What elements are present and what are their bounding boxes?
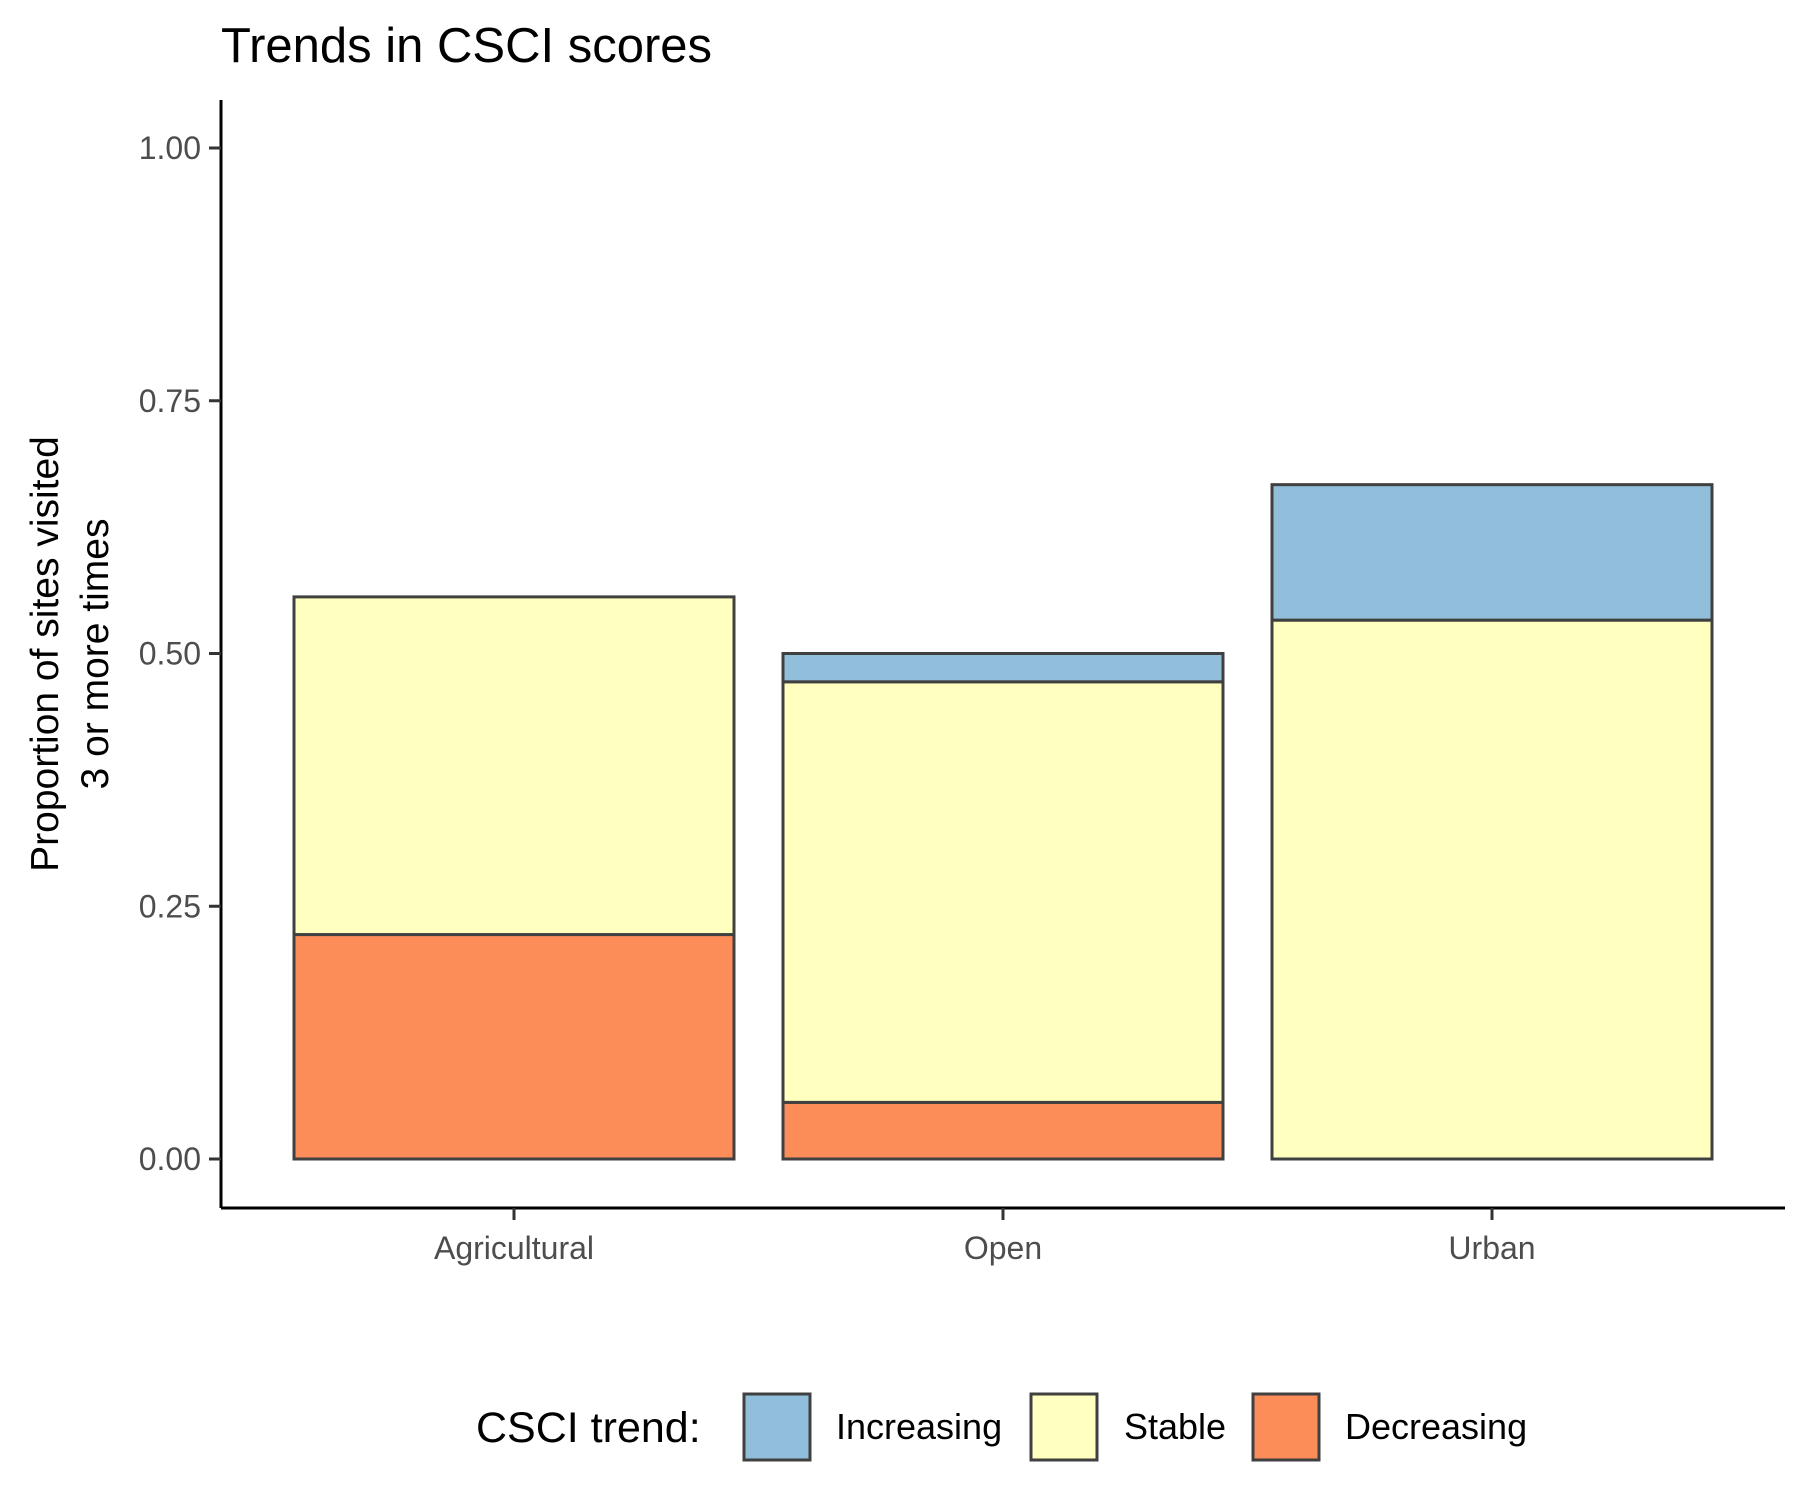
y-tick-label: 0.50 [139,636,201,672]
legend-title: CSCI trend: [476,1404,701,1452]
x-tick-label: Open [964,1230,1042,1266]
x-tick-label: Agricultural [434,1230,594,1266]
bar-agricultural-stable [292,595,736,937]
bar-urban-stable [1270,618,1714,1161]
legend-label-stable: Stable [1124,1406,1226,1447]
bar-open-stable [781,680,1225,1104]
y-tick-label: 0.25 [139,888,201,924]
y-axis-title: Proportion of sites visited 3 or more ti… [24,436,117,872]
bar-open-increasing [781,652,1225,684]
legend-label-increasing: Increasing [836,1406,1002,1447]
y-tick-label: 1.00 [139,130,201,166]
chart-title: Trends in CSCI scores [221,19,712,73]
y-axis-title-line-1: Proportion of sites visited [24,436,67,872]
legend-key-stable [1029,1392,1099,1462]
y-axis-title-line-2: 3 or more times [74,519,117,790]
axes: 0.00 0.25 0.50 0.75 1.00 Agricultural Open Urba… [139,100,1785,1266]
legend-label-decreasing: Decreasing [1345,1406,1527,1447]
x-tick-label: Urban [1448,1230,1535,1266]
y-tick-label: 0.00 [139,1141,201,1177]
bar-open-decreasing [781,1100,1225,1161]
legend-key-increasing [742,1392,812,1462]
plot-area [292,483,1714,1161]
bar-agricultural-decreasing [292,933,736,1161]
bar-urban-increasing [1270,483,1714,622]
legend-key-decreasing [1251,1392,1321,1462]
legend: CSCI trend: Increasing Stable Decreasing [476,1392,1527,1462]
y-tick-label: 0.75 [139,383,201,419]
